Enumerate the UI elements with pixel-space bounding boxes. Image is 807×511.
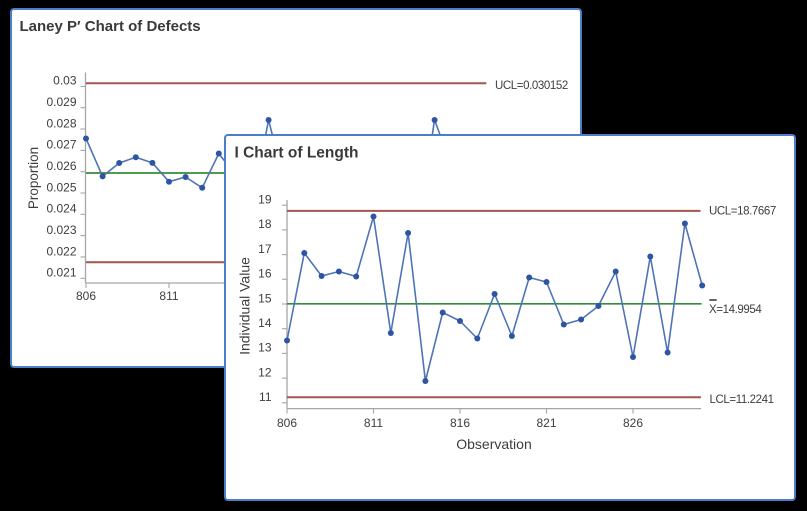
svg-text:Individual Value: Individual Value — [237, 257, 253, 355]
svg-text:LCL=11.2241: LCL=11.2241 — [710, 394, 774, 406]
svg-text:14: 14 — [258, 316, 272, 330]
svg-text:Laney P′ Chart of Defects: Laney P′ Chart of Defects — [20, 18, 201, 35]
svg-text:18: 18 — [258, 217, 272, 231]
svg-text:0.026: 0.026 — [46, 159, 76, 173]
svg-text:0.022: 0.022 — [46, 244, 76, 258]
svg-text:12: 12 — [258, 365, 272, 379]
svg-text:0.025: 0.025 — [46, 180, 76, 194]
svg-text:15: 15 — [258, 291, 272, 305]
svg-text:UCL=0.030152: UCL=0.030152 — [495, 80, 568, 92]
svg-text:811: 811 — [364, 416, 383, 430]
svg-text:806: 806 — [277, 416, 297, 430]
svg-text:816: 816 — [450, 416, 470, 430]
svg-text:811: 811 — [159, 289, 178, 303]
svg-text:13: 13 — [258, 341, 272, 355]
svg-text:I Chart of Length: I Chart of Length — [235, 144, 359, 161]
svg-text:16: 16 — [258, 267, 272, 281]
svg-text:X=14.9954: X=14.9954 — [709, 304, 762, 316]
svg-text:0.023: 0.023 — [46, 223, 76, 237]
svg-text:UCL=18.7667: UCL=18.7667 — [709, 206, 776, 218]
svg-text:11: 11 — [259, 390, 272, 404]
svg-text:0.029: 0.029 — [46, 95, 76, 109]
svg-text:806: 806 — [76, 289, 96, 303]
svg-text:19: 19 — [258, 193, 272, 207]
svg-text:0.021: 0.021 — [46, 266, 76, 280]
svg-text:0.028: 0.028 — [46, 116, 76, 130]
svg-text:0.024: 0.024 — [46, 202, 76, 216]
svg-text:821: 821 — [536, 416, 556, 430]
svg-text:Proportion: Proportion — [26, 147, 41, 209]
svg-text:826: 826 — [623, 416, 643, 430]
svg-text:0.03: 0.03 — [53, 74, 77, 88]
svg-text:17: 17 — [258, 242, 272, 256]
svg-text:0.027: 0.027 — [46, 138, 76, 152]
svg-text:Observation: Observation — [456, 436, 531, 452]
